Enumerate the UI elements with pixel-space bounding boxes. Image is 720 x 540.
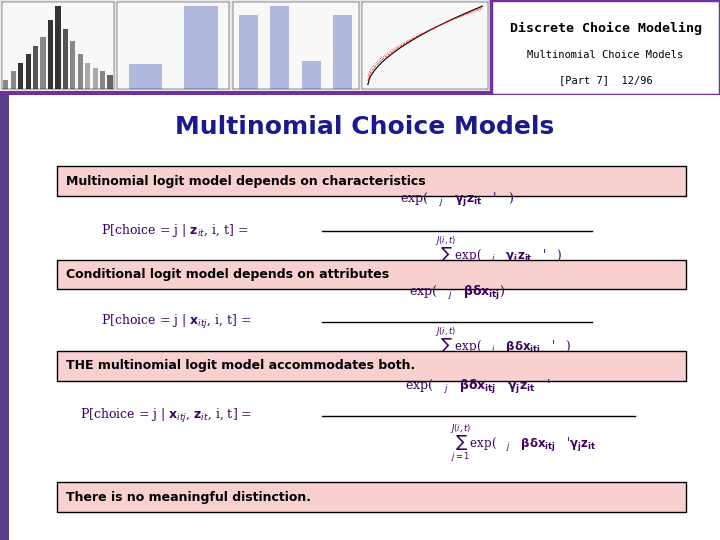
Bar [18,63,23,89]
Bar [4,80,9,89]
Text: Conditional logit model depends on attributes: Conditional logit model depends on attri… [66,268,389,281]
Text: $\sum_{j=1}^{J(i,t)}$exp(   $_{j}$   $\mathbf{\beta\delta x_{itj}}$   '$\mathbf{: $\sum_{j=1}^{J(i,t)}$exp( $_{j}$ $\mathb… [450,422,596,464]
Bar [48,20,53,89]
Bar [85,63,90,89]
Bar [71,40,76,89]
Text: P[choice = j | $\mathbf{x}_{itj}$, i, t] =: P[choice = j | $\mathbf{x}_{itj}$, i, t]… [101,313,252,331]
Bar [100,71,105,89]
Text: $\sum_{j=1}^{J(i,t)}$exp(   $_{j}$   $\mathbf{\gamma_j z_{it}}$   '   ): $\sum_{j=1}^{J(i,t)}$exp( $_{j}$ $\mathb… [436,234,563,276]
Text: Discrete Choice Modeling: Discrete Choice Modeling [510,22,701,35]
Bar [11,71,16,89]
Text: [Part 7]  12/96: [Part 7] 12/96 [559,75,652,85]
Bar [302,61,321,89]
Bar [239,16,258,89]
Text: exp(   $_{j}$   $\mathbf{\beta\delta x_{itj}}$): exp( $_{j}$ $\mathbf{\beta\delta x_{itj}… [409,284,505,302]
Bar [63,29,68,89]
Bar [40,37,45,89]
Text: P[choice = j | $\mathbf{z}_{it}$, i, t] =: P[choice = j | $\mathbf{z}_{it}$, i, t] … [101,222,248,239]
Text: exp(   $_{j}$   $\mathbf{\gamma_j z_{it}}$   '   ): exp( $_{j}$ $\mathbf{\gamma_j z_{it}}$ '… [400,192,514,210]
Bar [271,6,289,89]
Bar [107,75,112,89]
Text: P[choice = j | $\mathbf{x}_{itj}$, $\mathbf{z}_{it}$, i, t] =: P[choice = j | $\mathbf{x}_{itj}$, $\mat… [80,407,252,426]
FancyBboxPatch shape [57,351,686,381]
Bar [26,55,31,89]
FancyBboxPatch shape [57,482,686,512]
Bar [333,16,352,89]
Bar [93,68,98,89]
Bar [78,55,83,89]
Bar [33,46,38,89]
Bar [128,64,162,89]
Text: $\sum_{j=1}^{J(i,t)}$exp(   $_{j}$   $\mathbf{\beta\delta x_{itj}}$   '   ): $\sum_{j=1}^{J(i,t)}$exp( $_{j}$ $\mathb… [436,326,572,367]
Text: THE multinomial logit model accommodates both.: THE multinomial logit model accommodates… [66,359,415,372]
Bar [184,6,217,89]
FancyBboxPatch shape [57,166,686,196]
Bar [55,6,60,89]
FancyBboxPatch shape [57,260,686,289]
Text: Multinomial Choice Models: Multinomial Choice Models [175,115,554,139]
Text: Multinomial logit model depends on characteristics: Multinomial logit model depends on chara… [66,174,426,187]
Text: There is no meaningful distinction.: There is no meaningful distinction. [66,490,310,504]
Text: Multinomial Choice Models: Multinomial Choice Models [527,50,684,60]
Text: exp(   $_{j}$   $\mathbf{\beta\delta x_{itj}}$   $\mathbf{\gamma_j z_{it}}$   ': exp( $_{j}$ $\mathbf{\beta\delta x_{itj}… [405,379,551,396]
